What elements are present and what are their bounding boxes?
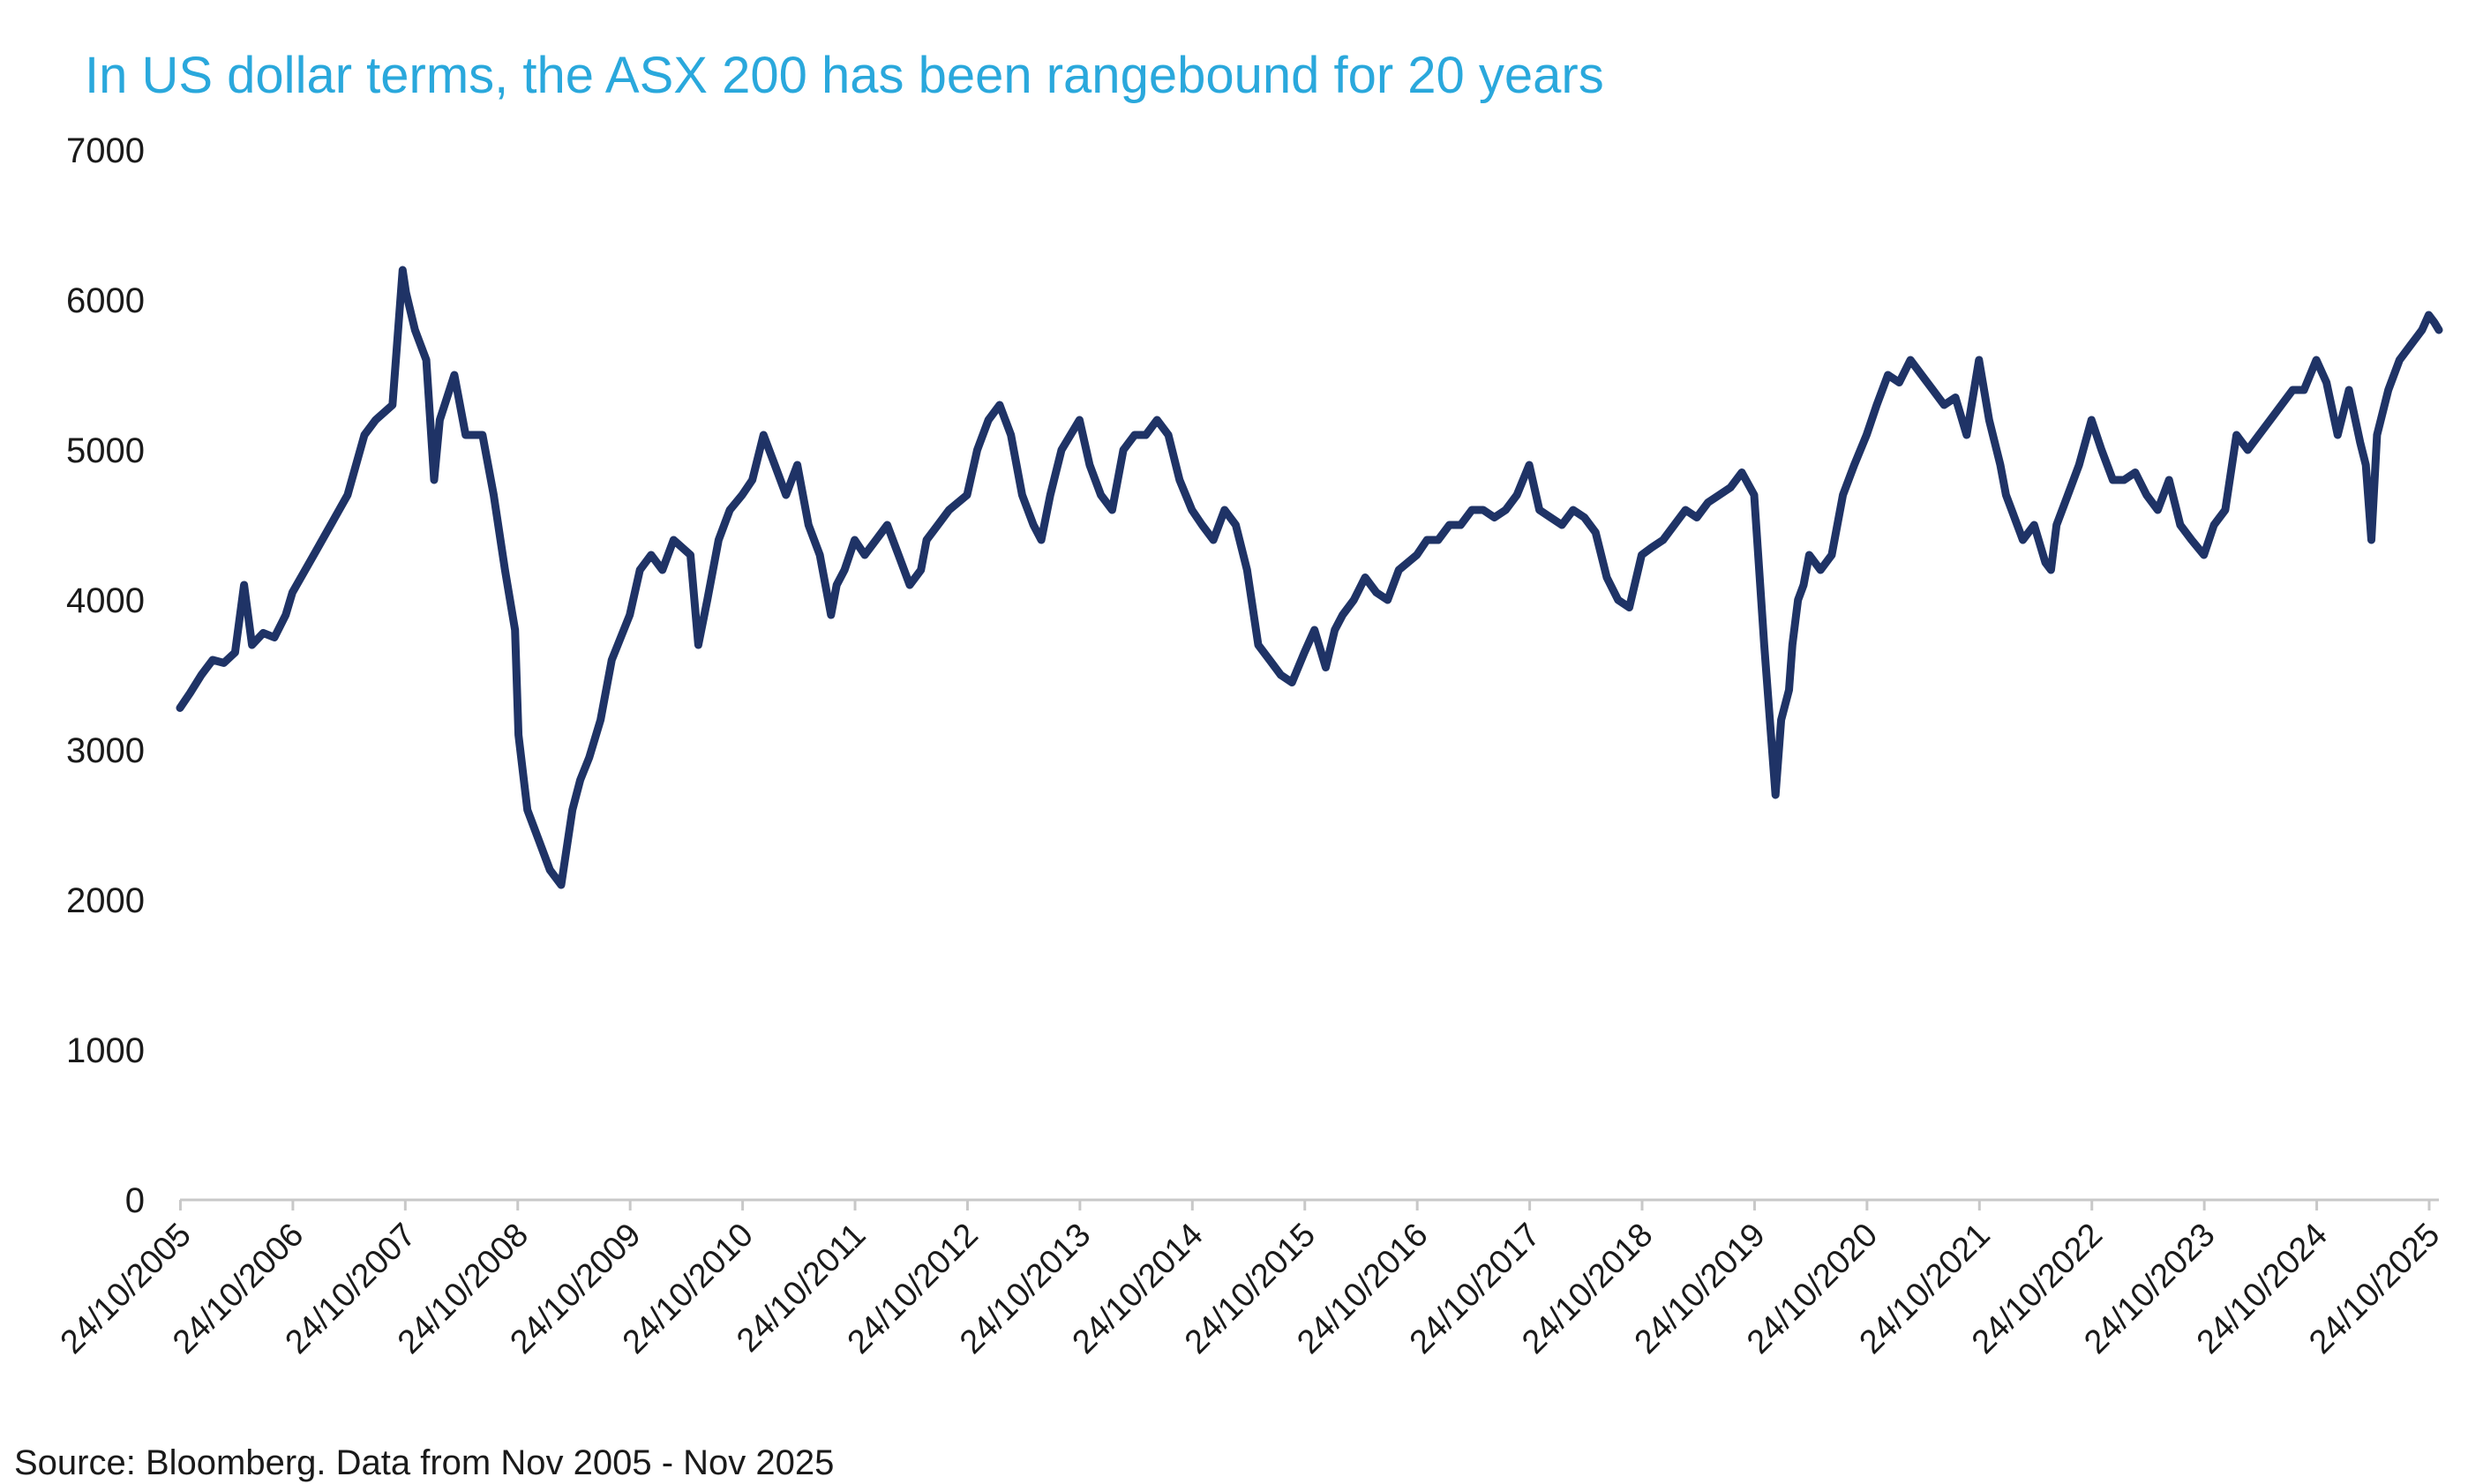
x-axis-tick-labels: 24/10/200524/10/200624/10/200724/10/2008…: [54, 1217, 2448, 1361]
series-line-0: [176, 266, 2443, 889]
source-note: Source: Bloomberg. Data from Nov 2005 - …: [14, 1443, 835, 1482]
y-tick-label: 3000: [66, 731, 145, 770]
series-group: [176, 266, 2443, 889]
y-tick-label: 0: [125, 1181, 145, 1220]
y-tick-label: 1000: [66, 1031, 145, 1070]
y-tick-label: 4000: [66, 581, 145, 620]
x-axis-ticks: [178, 1200, 2431, 1210]
chart-title: In US dollar terms, the ASX 200 has been…: [85, 47, 1604, 104]
y-tick-label: 6000: [66, 281, 145, 320]
y-tick-label: 2000: [66, 881, 145, 920]
y-tick-label: 5000: [66, 431, 145, 470]
y-tick-label: 7000: [66, 131, 145, 170]
y-axis-tick-labels: 0 1000 2000 3000 4000 5000 6000 7000: [66, 131, 145, 1220]
